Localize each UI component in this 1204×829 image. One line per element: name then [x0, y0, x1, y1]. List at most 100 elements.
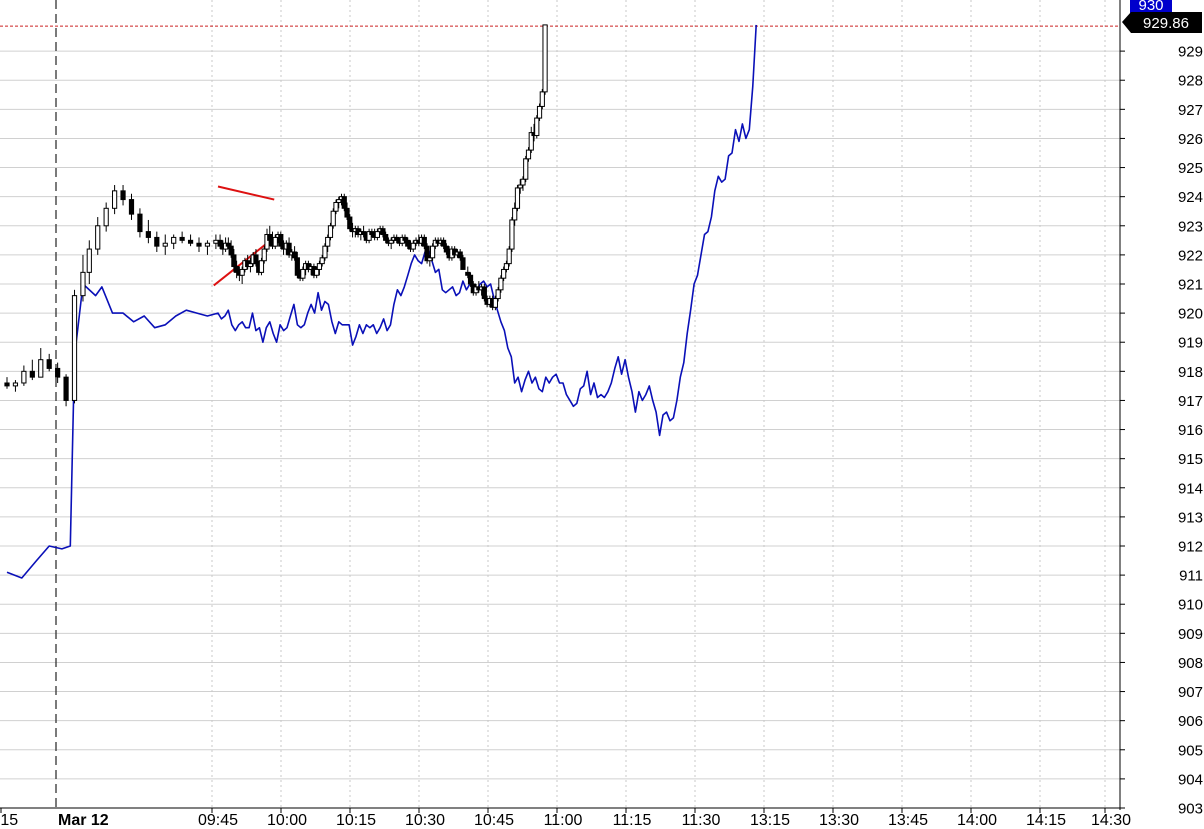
x-tick-label: 11:00 — [544, 812, 583, 829]
x-tick-label: 09:45 — [198, 812, 238, 829]
candle-body — [145, 231, 151, 238]
candle-body — [383, 234, 389, 241]
candle-body — [120, 190, 126, 201]
candle-body — [495, 289, 501, 300]
candle-body — [528, 132, 534, 151]
candle — [319, 254, 325, 267]
candle-body — [154, 236, 160, 247]
x-tick-label: 11:15 — [613, 812, 652, 829]
candle-body — [29, 370, 35, 378]
candle — [231, 249, 237, 273]
candle-body — [460, 257, 466, 270]
candle-body — [525, 149, 532, 160]
candle — [512, 202, 518, 226]
candle — [542, 24, 548, 95]
trendline — [213, 242, 268, 287]
candle — [225, 237, 231, 250]
candle-body — [278, 234, 284, 247]
candle-body — [539, 91, 545, 107]
candle — [12, 380, 19, 392]
candle-body — [443, 245, 449, 253]
candle-body — [316, 263, 323, 270]
candle — [467, 272, 474, 287]
candle-body — [512, 207, 518, 221]
candle-body — [517, 184, 523, 189]
candle-body — [128, 199, 135, 215]
candle-body — [380, 228, 386, 236]
candle — [394, 234, 400, 244]
candle — [171, 234, 177, 250]
y-tick-label: 923 — [1178, 218, 1203, 235]
x-tick-label: 14:15 — [1026, 812, 1066, 829]
candle — [501, 266, 507, 282]
candle-body — [325, 236, 331, 247]
line-series — [6, 24, 757, 579]
candle — [137, 208, 143, 238]
candle-body — [171, 236, 177, 244]
y-tick-label: 913 — [1178, 509, 1203, 526]
candle — [520, 176, 526, 191]
candle-body — [501, 268, 507, 279]
candle-body — [503, 263, 510, 270]
candle-body — [137, 213, 143, 233]
candle-body — [234, 266, 240, 273]
candle-body — [46, 359, 52, 369]
candle — [506, 246, 512, 267]
candle — [187, 234, 194, 247]
candle-body — [264, 234, 270, 250]
candle-body — [261, 248, 267, 262]
y-axis-labels: 903 904 905 906 907 908 909 910 911 912 913 914 915 9… — [1120, 44, 1203, 818]
candle — [405, 237, 411, 250]
candle — [55, 362, 61, 383]
candle — [234, 260, 240, 279]
candle-body — [300, 268, 306, 279]
x-axis-labels: :15 09:45 10:00 10:15 10:30 10:45 11:00 11:15 11… — [0, 808, 1131, 829]
candle-body — [228, 245, 234, 256]
candle — [465, 266, 471, 279]
candle-body — [374, 231, 380, 238]
candle — [325, 234, 331, 252]
candle-body — [542, 24, 548, 93]
candle — [460, 254, 466, 270]
candle-body — [272, 236, 278, 247]
y-tick-label: 924 — [1178, 189, 1203, 206]
candle — [336, 196, 342, 209]
candle-body — [314, 268, 320, 276]
price-tags: 930 929.86 — [1122, 0, 1202, 33]
candle — [316, 260, 323, 276]
candle — [424, 243, 430, 264]
candle-body — [405, 239, 411, 247]
candle — [495, 286, 501, 302]
y-tick-label: 911 — [1179, 568, 1203, 585]
x-tick-label: 10:15 — [336, 812, 376, 829]
candle — [503, 260, 510, 273]
candle-body — [225, 242, 231, 247]
candle — [366, 228, 372, 244]
x-tick-label: 13:45 — [888, 812, 928, 829]
candle — [38, 348, 44, 378]
candle — [421, 234, 427, 250]
candle-body — [388, 239, 394, 244]
candle — [330, 208, 336, 229]
candle-body — [457, 251, 463, 259]
candle-body — [481, 286, 487, 300]
candle — [196, 237, 202, 252]
candle — [145, 219, 151, 244]
candle-body — [534, 117, 540, 137]
candle — [4, 377, 10, 389]
candle — [261, 246, 267, 264]
candle — [523, 155, 529, 183]
candle — [86, 240, 92, 284]
trendline — [217, 185, 275, 201]
y-tick-label: 908 — [1178, 655, 1203, 672]
y-tick-label: 915 — [1178, 451, 1203, 468]
x-tick-label: 13:15 — [750, 812, 790, 829]
candle — [112, 185, 118, 215]
y-tick-label: 907 — [1178, 684, 1203, 701]
candle — [80, 254, 86, 302]
trendline-group[interactable] — [213, 185, 275, 287]
candle — [314, 266, 320, 279]
last-price-tag — [1122, 12, 1202, 33]
candle — [278, 231, 284, 250]
